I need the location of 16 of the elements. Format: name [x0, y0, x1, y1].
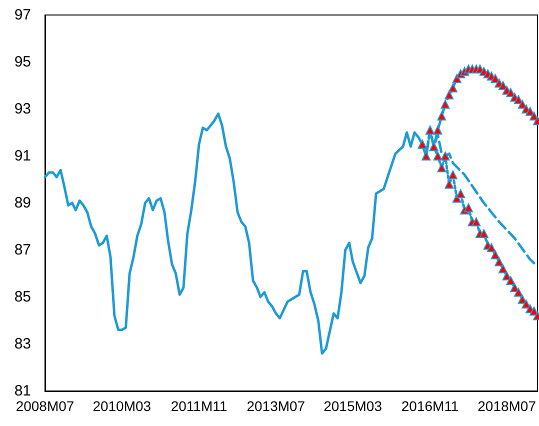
x-tick-label: 2018M07 [478, 398, 536, 414]
y-tick-label: 91 [14, 148, 31, 164]
x-tick-label: 2016M11 [401, 398, 459, 414]
x-tick-label: 2015M03 [324, 398, 382, 414]
x-tick-label: 2010M03 [92, 398, 152, 414]
x-tick-label: 2013M07 [246, 398, 306, 414]
y-tick-label: 97 [14, 6, 31, 24]
y-tick-label: 81 [14, 382, 31, 400]
y-tick-label: 93 [14, 100, 31, 118]
y-tick-label: 87 [14, 242, 31, 258]
y-tick-label: 89 [14, 194, 31, 212]
x-tick-label: 2008M07 [16, 398, 74, 414]
y-tick-label: 85 [14, 288, 31, 306]
x-tick-label: 2011M11 [170, 398, 228, 414]
y-tick-label: 95 [14, 54, 31, 70]
y-tick-label: 83 [14, 336, 31, 352]
